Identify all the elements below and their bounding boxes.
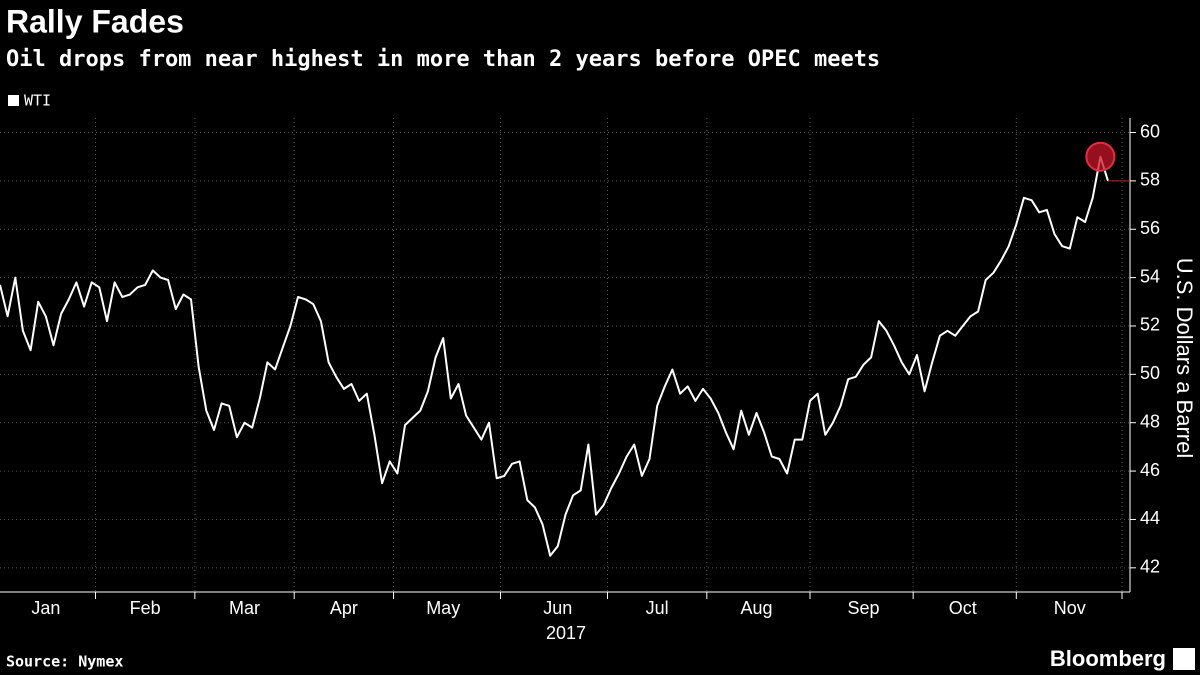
y-tick-label: 60 [1140, 121, 1160, 141]
peak-highlight [1085, 141, 1116, 172]
x-tick-label: Jun [543, 598, 572, 618]
source: Source: Nymex [6, 653, 123, 671]
x-tick-label: May [426, 598, 460, 618]
x-tick-label: Nov [1054, 598, 1086, 618]
brand-logo [1173, 648, 1195, 670]
x-tick-label: Jul [646, 598, 669, 618]
x-tick-label: Apr [330, 598, 358, 618]
x-axis-label: 2017 [546, 623, 586, 643]
chart-title: Rally Fades [6, 3, 184, 39]
y-tick-label: 54 [1140, 266, 1160, 286]
y-axis-label: U.S. Dollars a Barrel [1172, 258, 1197, 459]
legend-swatch [8, 95, 19, 106]
y-tick-label: 44 [1140, 508, 1160, 528]
x-tick-label: Mar [229, 598, 260, 618]
x-tick-label: Sep [847, 598, 879, 618]
x-tick-label: Feb [130, 598, 161, 618]
y-tick-label: 50 [1140, 363, 1160, 383]
y-tick-label: 56 [1140, 218, 1160, 238]
y-tick-label: 48 [1140, 411, 1160, 431]
brand: Bloomberg [1050, 646, 1166, 671]
x-tick-label: Oct [949, 598, 977, 618]
y-tick-label: 42 [1140, 557, 1160, 577]
y-tick-label: 46 [1140, 460, 1160, 480]
chart-subtitle: Oil drops from near highest in more than… [6, 47, 880, 72]
x-tick-label: Jan [31, 598, 60, 618]
y-tick-label: 58 [1140, 170, 1160, 190]
x-tick-label: Aug [740, 598, 772, 618]
legend-label: WTI [24, 92, 51, 110]
y-tick-label: 52 [1140, 315, 1160, 335]
line-series [0, 155, 1109, 557]
